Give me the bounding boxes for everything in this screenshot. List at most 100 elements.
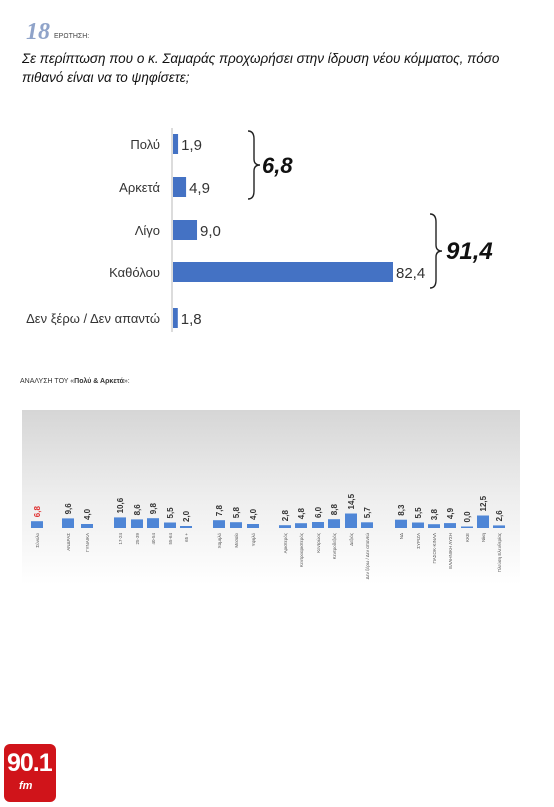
value-label: 4,9 — [189, 180, 210, 197]
breakdown-category-label: ΠΑΣΟΚ-ΚΙΝΑΛ — [432, 533, 437, 564]
breakdown-bar — [180, 526, 192, 528]
breakdown-category-label: Κεντροδεξιός — [331, 532, 337, 559]
breakdown-value-label: 2,0 — [182, 510, 191, 522]
breakdown-value-label: 3,8 — [430, 509, 439, 521]
breakdown-bar — [114, 517, 126, 528]
breakdown-bar — [361, 522, 373, 528]
breakdown-bar — [328, 519, 340, 528]
breakdown-title: ΑΝΑΛΥΣΗ ΤΟΥ «Πολύ & Αρκετά»: — [20, 378, 130, 385]
breakdown-value-label: 8,6 — [133, 504, 142, 516]
breakdown-category-label: Δεν ξέρω / Δεν απαντώ — [364, 533, 370, 580]
breakdown-category-label: ΑΝΔΡΑΣ — [66, 533, 71, 551]
breakdown-category-label: ΣΥΡΙΖΑ — [416, 533, 421, 549]
breakdown-bar — [279, 525, 291, 528]
value-label: 1,9 — [181, 137, 202, 154]
breakdown-value-label: 4,8 — [297, 508, 306, 520]
breakdown-value-label: 6,8 — [33, 506, 42, 518]
category-label: Λίγο — [135, 223, 160, 238]
breakdown-category-label: Χαμηλό — [216, 533, 222, 549]
category-label: Καθόλου — [109, 265, 160, 280]
breakdown-bar — [295, 523, 307, 528]
breakdown-category-label: ΕΛΛΗΝΙΚΗ ΛΥΣΗ — [448, 533, 453, 569]
value-label: 1,8 — [181, 311, 202, 328]
group-total-label: 6,8 — [262, 153, 293, 178]
breakdown-bar — [461, 526, 473, 528]
breakdown-value-label: 4,0 — [83, 508, 92, 520]
breakdown-bar — [428, 524, 440, 528]
breakdown-bar — [477, 515, 489, 528]
breakdown-value-label: 6,0 — [314, 506, 323, 518]
bar — [173, 220, 198, 240]
breakdown-category-label: 65 + — [184, 533, 189, 542]
station-logo: 90.1 fm — [4, 744, 56, 802]
breakdown-bar — [147, 518, 159, 528]
breakdown-value-label: 10,6 — [116, 497, 125, 513]
breakdown-bar — [247, 524, 259, 528]
category-label: Πολύ — [130, 137, 160, 152]
breakdown-bar — [131, 519, 143, 528]
breakdown-bar — [81, 524, 93, 528]
breakdown-value-label: 12,5 — [479, 495, 488, 511]
breakdown-category-label: Δεξιός — [348, 532, 354, 546]
breakdown-value-label: 14,5 — [347, 493, 356, 509]
logo-number: 90.1 — [7, 749, 53, 777]
category-label: Αρκετά — [119, 180, 160, 195]
breakdown-bar — [31, 521, 43, 528]
breakdown-category-label: 55-64 — [168, 533, 173, 545]
breakdown-bar — [395, 519, 407, 528]
breakdown-bar — [444, 523, 456, 528]
breakdown-bar — [412, 522, 424, 528]
breakdown-title-prefix: ΑΝΑΛΥΣΗ ΤΟΥ « — [20, 378, 75, 385]
breakdown-value-label: 5,5 — [166, 507, 175, 519]
breakdown-value-label: 8,3 — [397, 504, 406, 516]
breakdown-category-label: ΝΔ — [399, 533, 404, 539]
breakdown-value-label: 9,6 — [64, 503, 73, 515]
group-total-label: 91,4 — [446, 238, 493, 265]
breakdown-category-label: ΚΚΕ — [465, 533, 470, 542]
group-bracket — [429, 213, 443, 289]
breakdown-category-label: Σύνολο — [34, 533, 40, 548]
breakdown-category-label: Κεντρώος — [315, 532, 321, 553]
logo-suffix: fm — [19, 780, 33, 792]
breakdown-bar — [312, 522, 324, 528]
breakdown-category-label: Υψηλό — [250, 533, 256, 547]
breakdown-category-label: ΓΥΝΑΙΚΑ — [85, 533, 90, 552]
breakdown-bar — [213, 520, 225, 528]
breakdown-value-label: 0,0 — [463, 511, 472, 523]
breakdown-value-label: 4,9 — [446, 507, 455, 519]
breakdown-bar — [62, 518, 74, 528]
breakdown-value-label: 7,8 — [215, 505, 224, 517]
breakdown-panel — [22, 410, 520, 660]
breakdown-bar — [345, 513, 357, 528]
category-label: Δεν ξέρω / Δεν απαντώ — [26, 311, 160, 326]
breakdown-category-label: 25-39 — [135, 533, 140, 545]
breakdown-category-label: Μεσαίο — [234, 533, 239, 548]
breakdown-value-label: 5,5 — [414, 507, 423, 519]
breakdown-value-label: 2,8 — [281, 510, 290, 522]
group-bracket — [247, 130, 261, 200]
breakdown-category-label: Κεντροαριστερός — [298, 532, 304, 567]
breakdown-value-label: 5,7 — [363, 507, 372, 519]
breakdown-category-label: Πλεύση Ελευθερίας — [496, 532, 502, 572]
breakdown-title-suffix: »: — [123, 378, 130, 385]
breakdown-category-label: Αριστερός — [282, 532, 288, 553]
question-header: 18 ΕΡΩΤΗΣΗ: — [26, 19, 89, 45]
breakdown-value-label: 5,8 — [232, 507, 241, 519]
breakdown-title-bold: Πολύ & Αρκετά — [74, 378, 124, 385]
question-number: 18 — [26, 19, 50, 45]
breakdown-category-label: Νίκη — [481, 533, 486, 542]
breakdown-value-label: 9,8 — [149, 503, 158, 515]
bar — [173, 308, 178, 328]
breakdown-bar — [230, 522, 242, 528]
value-label: 82,4 — [396, 265, 425, 282]
breakdown-category-label: 17-24 — [118, 533, 123, 545]
bar — [173, 134, 179, 154]
breakdown-value-label: 4,0 — [249, 508, 258, 520]
breakdown-value-label: 2,6 — [495, 510, 504, 522]
bar — [173, 262, 393, 282]
breakdown-category-label: 40-54 — [151, 533, 156, 545]
breakdown-value-label: 8,8 — [330, 504, 339, 516]
value-label: 9,0 — [200, 223, 221, 240]
bar — [173, 177, 187, 197]
